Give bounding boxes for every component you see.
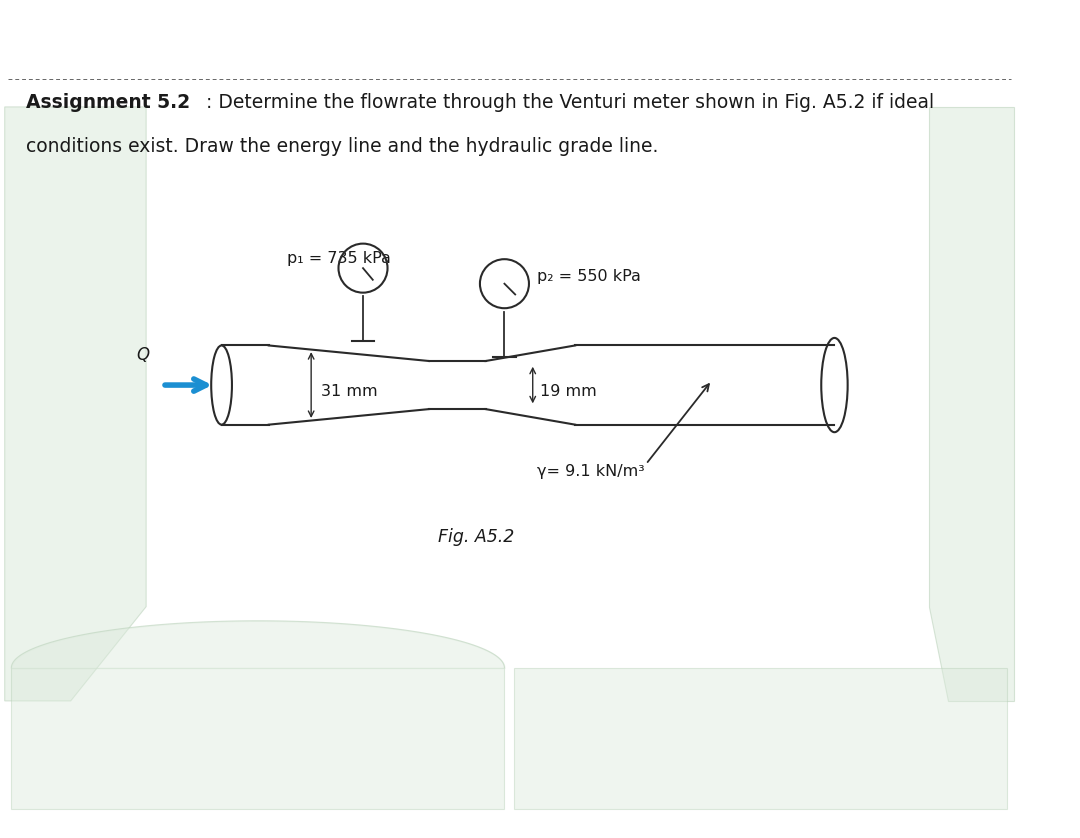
Polygon shape xyxy=(929,107,1014,701)
Text: Fig. A5.2: Fig. A5.2 xyxy=(438,529,514,546)
Polygon shape xyxy=(4,107,146,701)
Text: p₂ = 550 kPa: p₂ = 550 kPa xyxy=(537,269,640,283)
Text: Q: Q xyxy=(136,346,149,365)
Text: conditions exist. Draw the energy line and the hydraulic grade line.: conditions exist. Draw the energy line a… xyxy=(26,137,659,156)
Text: 31 mm: 31 mm xyxy=(321,384,377,399)
Text: γ= 9.1 kN/m³: γ= 9.1 kN/m³ xyxy=(538,464,645,479)
Text: p₁ = 735 kPa: p₁ = 735 kPa xyxy=(286,251,391,266)
Text: 19 mm: 19 mm xyxy=(540,384,597,399)
Text: : Determine the flowrate through the Venturi meter shown in Fig. A5.2 if ideal: : Determine the flowrate through the Ven… xyxy=(205,93,934,111)
Polygon shape xyxy=(11,668,504,810)
Text: Assignment 5.2: Assignment 5.2 xyxy=(26,93,190,111)
Polygon shape xyxy=(514,668,1007,810)
